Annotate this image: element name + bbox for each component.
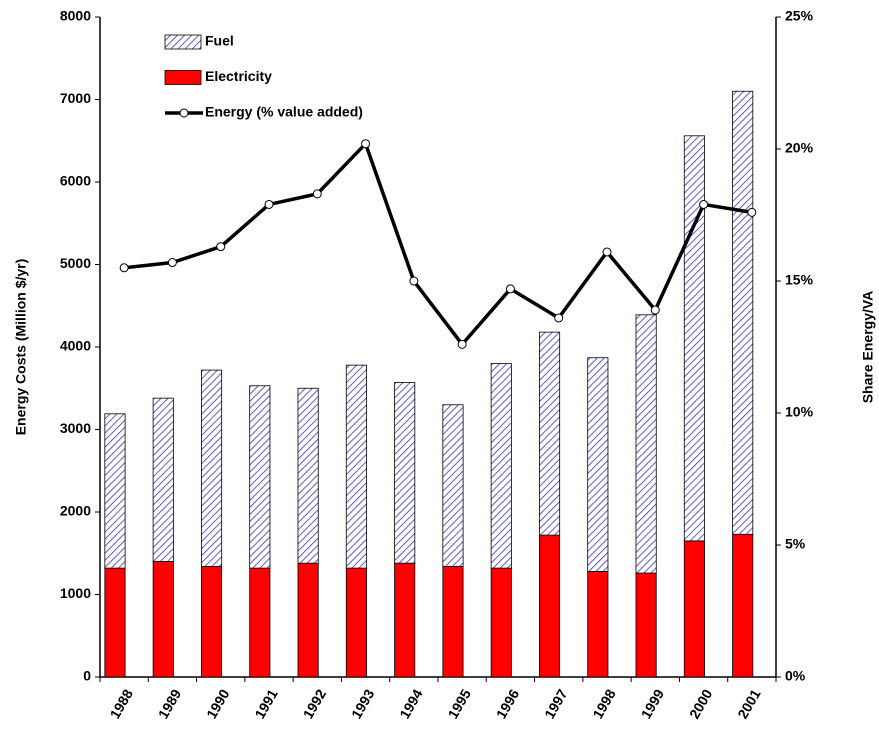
x-tick-label: 1994 <box>396 686 426 721</box>
bar-segment <box>732 533 754 678</box>
bar-segment <box>635 314 657 574</box>
bar-segment <box>587 571 609 678</box>
x-tick-label: 2001 <box>734 686 764 721</box>
bar-segment <box>587 357 609 572</box>
legend-swatch <box>164 34 202 50</box>
marker <box>602 247 612 257</box>
legend-swatch <box>164 70 202 85</box>
y-tick-label: 8000 <box>60 8 91 24</box>
y-tick-label: 6000 <box>60 173 91 189</box>
marker <box>409 276 419 286</box>
bar-segment <box>249 385 271 569</box>
marker <box>457 339 467 349</box>
bar-segment <box>539 331 561 536</box>
marker <box>216 242 226 252</box>
y2-axis-title: Share Energy/VA <box>860 291 876 404</box>
y2-tick-label: 15% <box>785 272 814 288</box>
x-tick-label: 1989 <box>155 686 185 721</box>
bar-segment <box>297 387 319 564</box>
x-tick-label: 1999 <box>638 686 668 721</box>
bar-segment <box>104 413 126 569</box>
bar-segment <box>345 567 367 678</box>
y-tick-label: 3000 <box>60 420 91 436</box>
marker <box>361 139 371 149</box>
x-tick-label: 1995 <box>445 686 475 721</box>
y2-tick-label: 10% <box>785 404 814 420</box>
bar-segment <box>200 369 223 567</box>
y2-tick-label: 0% <box>785 668 806 684</box>
x-tick-label: 2000 <box>686 686 716 721</box>
x-tick-label: 1992 <box>300 686 330 721</box>
x-tick-label: 1993 <box>348 686 378 721</box>
y2-tick-label: 20% <box>785 140 814 156</box>
bar-segment <box>104 567 126 678</box>
y-tick-label: 1000 <box>60 585 91 601</box>
marker <box>747 207 757 217</box>
bar-segment <box>345 364 367 569</box>
bar-segment <box>442 566 464 678</box>
bar-segment <box>490 567 512 678</box>
x-tick-label: 1998 <box>589 686 619 721</box>
bar-segment <box>394 562 416 678</box>
x-tick-label: 1990 <box>203 686 233 721</box>
x-tick-label: 1997 <box>541 686 571 721</box>
bar-segment <box>152 397 174 562</box>
legend-label: Energy (% value added) <box>205 104 363 120</box>
legend-label: Fuel <box>205 33 234 49</box>
bar-segment <box>442 404 464 567</box>
y2-tick-label: 5% <box>785 536 806 552</box>
bar-segment <box>200 566 223 678</box>
y2-tick-label: 25% <box>785 8 814 24</box>
y-tick-label: 4000 <box>60 338 91 354</box>
y-tick-label: 5000 <box>60 255 91 271</box>
bar-segment <box>635 572 657 678</box>
legend-label: Electricity <box>205 68 272 84</box>
line <box>123 140 753 348</box>
marker <box>167 258 177 268</box>
x-tick-label: 1996 <box>493 686 523 721</box>
bar-segment <box>249 567 271 678</box>
x-tick-label: 1988 <box>107 686 137 721</box>
y-tick-label: 7000 <box>60 90 91 106</box>
y-axis-title: Energy Costs (Million $/yr) <box>13 259 29 436</box>
marker <box>312 189 322 199</box>
bar-segment <box>394 382 416 564</box>
legend-marker <box>179 108 189 118</box>
bar-segment <box>539 534 561 678</box>
marker <box>554 313 564 323</box>
marker <box>264 199 274 209</box>
x-tick-label: 1991 <box>251 686 281 721</box>
y-tick-label: 0 <box>83 668 91 684</box>
marker <box>650 305 660 315</box>
bar-segment <box>732 90 754 535</box>
marker <box>699 199 709 209</box>
y-tick-label: 2000 <box>60 503 91 519</box>
marker <box>119 263 129 273</box>
bar-segment <box>683 540 705 678</box>
bar-segment <box>683 135 705 542</box>
bar-segment <box>490 363 512 569</box>
bar-segment <box>152 561 174 678</box>
bar-segment <box>297 562 319 678</box>
marker <box>505 284 515 294</box>
